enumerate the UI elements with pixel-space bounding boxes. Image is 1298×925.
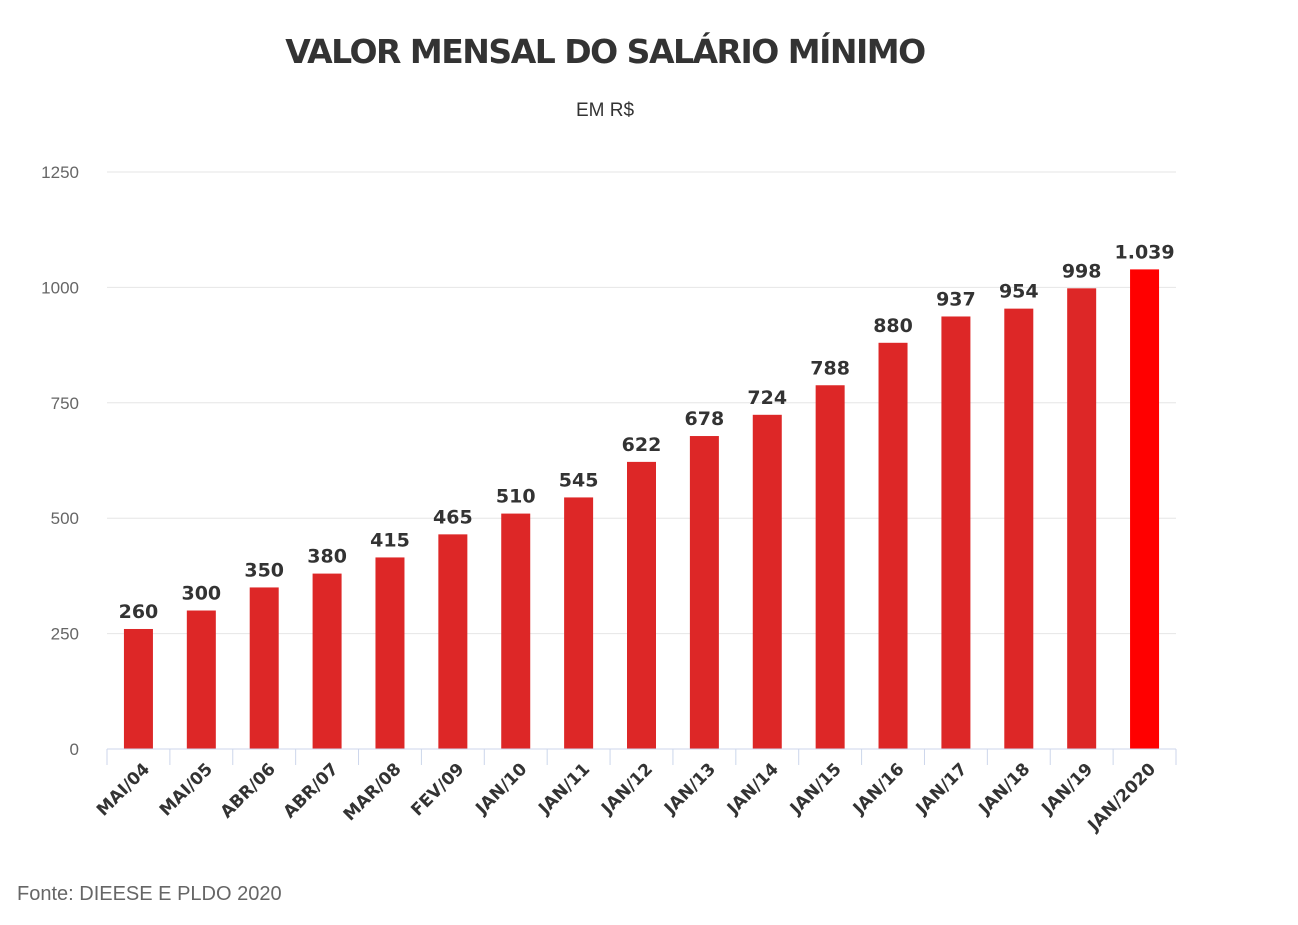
data-label: 880 (873, 315, 913, 337)
data-label: 415 (370, 529, 410, 551)
x-category-label: ABR/06 (217, 759, 280, 822)
x-category-label: ABR/07 (280, 759, 343, 822)
data-label: 937 (936, 288, 976, 310)
bars (123, 269, 1160, 749)
data-label: 260 (119, 601, 159, 623)
bar (815, 385, 845, 749)
x-category-label: MAR/08 (340, 759, 406, 825)
data-label: 622 (622, 434, 662, 456)
x-category-label: JAN/14 (723, 759, 783, 819)
data-label: 1.039 (1115, 241, 1175, 263)
x-category-label: JAN/11 (534, 759, 594, 819)
data-label: 380 (307, 546, 347, 568)
bar (878, 342, 908, 749)
bar (501, 513, 531, 749)
x-category-label: MAI/05 (156, 759, 217, 820)
data-label: 724 (747, 387, 787, 409)
chart-title: VALOR MENSAL DO SALÁRIO MÍNIMO (285, 32, 926, 71)
bar (123, 628, 153, 749)
data-label: 350 (244, 559, 284, 581)
data-label: 510 (496, 486, 536, 508)
x-category-label: JAN/16 (849, 759, 909, 819)
bar (941, 316, 971, 749)
data-label: 545 (559, 469, 599, 491)
data-label: 300 (181, 583, 221, 605)
data-label: 954 (999, 281, 1039, 303)
y-tick-label: 1250 (41, 163, 79, 182)
data-label: 678 (685, 408, 725, 430)
bar (627, 461, 656, 749)
y-tick-label: 500 (51, 509, 79, 528)
chart-subtitle: EM R$ (575, 100, 635, 121)
x-category-label: JAN/15 (786, 759, 846, 819)
y-tick-label: 750 (51, 394, 79, 413)
x-category-label: JAN/2020 (1084, 759, 1161, 836)
bar (1067, 288, 1097, 749)
bar (689, 436, 719, 749)
data-label: 998 (1062, 260, 1102, 282)
y-tick-label: 250 (51, 625, 79, 644)
bar (312, 573, 342, 749)
x-category-label: JAN/19 (1037, 759, 1097, 819)
x-category-label: JAN/17 (912, 759, 972, 819)
bar (186, 610, 216, 749)
x-category-label: FEV/09 (407, 759, 468, 820)
data-label: 465 (433, 506, 473, 528)
x-category-label: JAN/10 (471, 759, 531, 819)
x-category-label: MAI/04 (93, 759, 154, 820)
source-note: Fonte: DIEESE E PLDO 2020 (17, 883, 282, 905)
x-category-label: JAN/13 (660, 759, 720, 819)
y-tick-label: 0 (70, 740, 79, 759)
bar (375, 557, 405, 749)
bar (752, 414, 782, 749)
bar (249, 587, 279, 749)
bar (564, 497, 594, 749)
bar (1004, 308, 1034, 749)
y-axis: 0 250 500 750 1000 1250 (41, 163, 79, 759)
data-label: 788 (810, 357, 850, 379)
y-tick-label: 1000 (41, 278, 79, 297)
x-category-label: JAN/18 (975, 759, 1035, 819)
bar (1130, 269, 1160, 749)
bar (438, 534, 468, 749)
data-labels: 260 300 350 380 415 465 510 545 622 678 724 788 880 9… (119, 241, 1175, 623)
x-category-label: JAN/12 (597, 759, 657, 819)
